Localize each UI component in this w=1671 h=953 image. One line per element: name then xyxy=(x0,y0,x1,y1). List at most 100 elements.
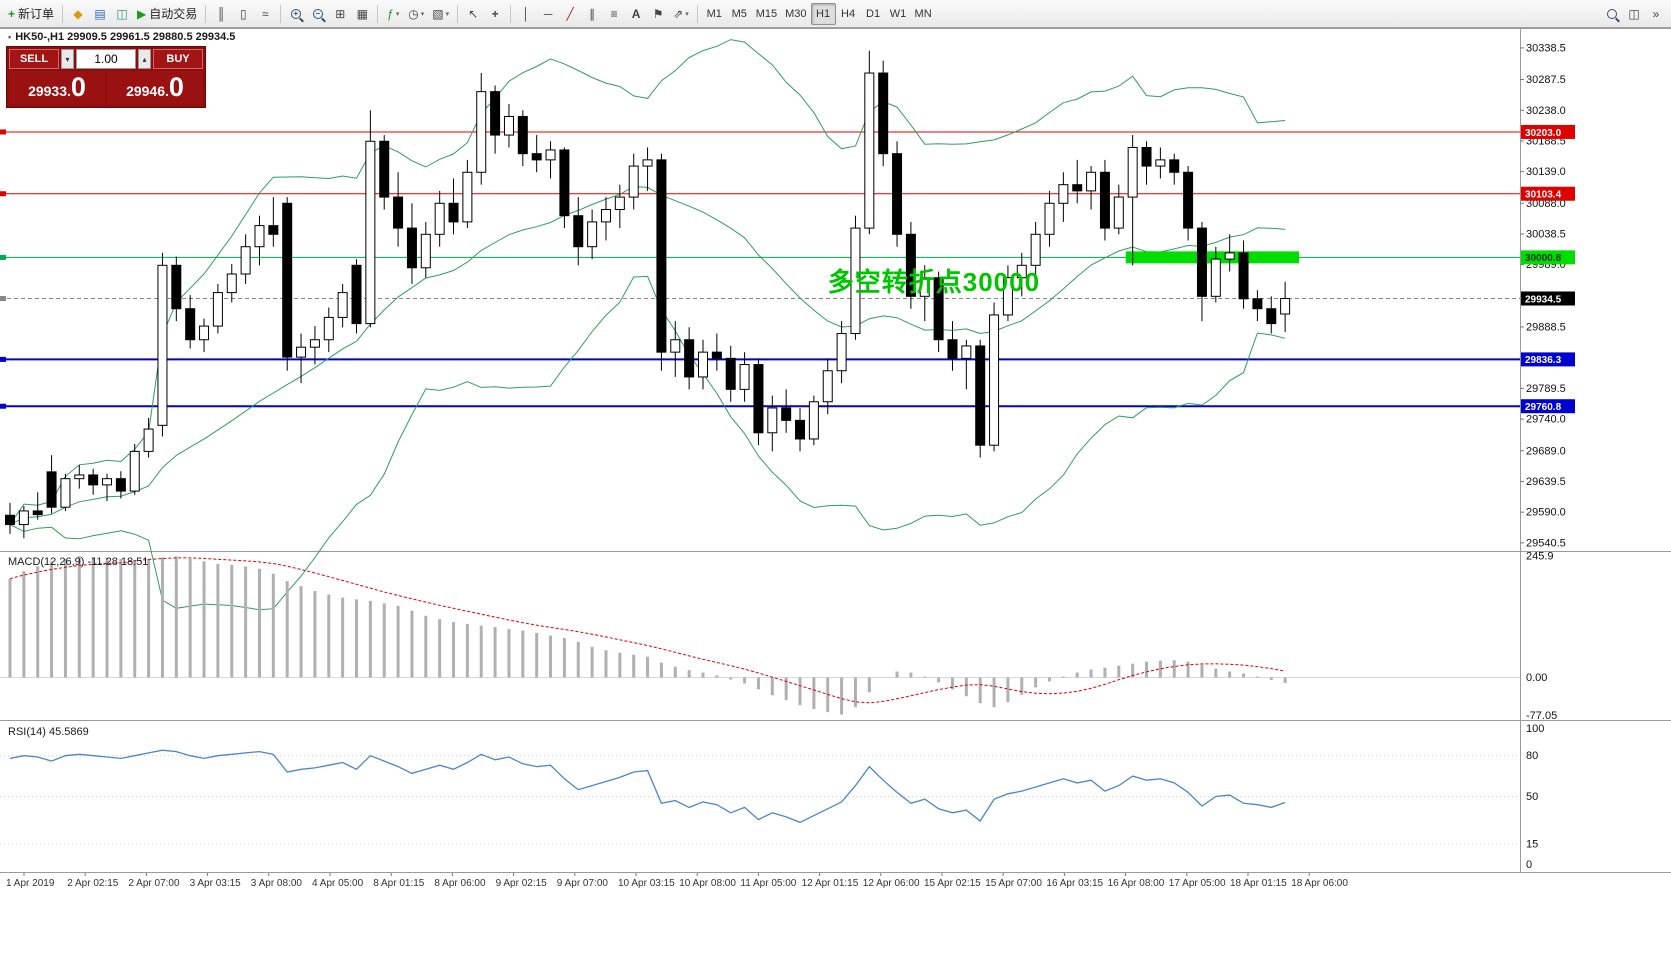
svg-text:18 Apr 01:15: 18 Apr 01:15 xyxy=(1230,878,1287,889)
svg-text:29789.5: 29789.5 xyxy=(1526,383,1566,395)
price-tag xyxy=(1521,352,1575,367)
macd-indicator-label: MACD(12,26,9) -11.28 18.51 xyxy=(8,556,149,568)
svg-text:30139.0: 30139.0 xyxy=(1526,166,1566,178)
timeframe-h4-button[interactable]: H4 xyxy=(841,7,856,20)
svg-text:2 Apr 02:15: 2 Apr 02:15 xyxy=(67,878,119,889)
volume-increase-button[interactable]: ▴ xyxy=(138,49,151,69)
data-window-button[interactable]: ◫ xyxy=(111,3,133,25)
buy-price-big-digit: 0 xyxy=(168,72,184,102)
cursor-icon: ↖ xyxy=(468,6,479,21)
horizontal-line-tool-button[interactable]: ─ xyxy=(537,3,559,25)
support-highlight-bar[interactable] xyxy=(1125,251,1299,264)
price-tag xyxy=(1521,399,1575,414)
svg-text:12 Apr 06:00: 12 Apr 06:00 xyxy=(863,878,920,889)
chart-annotation-text[interactable]: 多空转折点30000 xyxy=(827,266,1041,297)
crosshair-tool-button[interactable]: + xyxy=(484,3,506,25)
tile-windows-button[interactable]: ⊞ xyxy=(329,3,351,25)
arrows-tool-button[interactable]: ⇗ ▾ xyxy=(669,3,693,25)
dropdown-arrow-icon: ▾ xyxy=(445,10,450,18)
svg-text:12 Apr 01:15: 12 Apr 01:15 xyxy=(802,878,859,889)
svg-text:17 Apr 05:00: 17 Apr 05:00 xyxy=(1169,878,1226,889)
autotrading-button[interactable]: ▶ 自动交易 xyxy=(133,3,201,25)
svg-text:8 Apr 01:15: 8 Apr 01:15 xyxy=(373,878,425,889)
cascade-windows-button[interactable]: ▦ xyxy=(351,3,373,25)
metaeditor-button[interactable]: ◆ xyxy=(67,3,89,25)
search-button[interactable] xyxy=(1601,3,1623,25)
svg-text:29888.5: 29888.5 xyxy=(1526,322,1566,334)
toolbar-overflow-button[interactable]: » xyxy=(1645,3,1667,25)
volume-input[interactable]: 1.00 xyxy=(76,49,136,69)
channel-tool-button[interactable]: ∥ xyxy=(581,3,603,25)
buy-price-display[interactable]: 29946. 0 xyxy=(107,71,203,105)
svg-text:10 Apr 03:15: 10 Apr 03:15 xyxy=(618,878,675,889)
svg-text:29836.3: 29836.3 xyxy=(1525,355,1562,366)
svg-text:29639.5: 29639.5 xyxy=(1526,476,1566,488)
new-order-button[interactable]: + 新订单 xyxy=(4,3,58,25)
svg-text:29740.0: 29740.0 xyxy=(1526,414,1566,426)
svg-text:3 Apr 08:00: 3 Apr 08:00 xyxy=(251,878,303,889)
timeframe-w1-button[interactable]: W1 xyxy=(889,7,907,20)
sell-button[interactable]: SELL xyxy=(9,49,59,69)
timeframe-m5-button[interactable]: M5 xyxy=(731,7,747,20)
svg-text:9 Apr 07:00: 9 Apr 07:00 xyxy=(557,878,609,889)
indicators-button[interactable]: ƒ ▾ xyxy=(382,3,404,25)
svg-text:15: 15 xyxy=(1526,839,1538,851)
svg-text:29540.5: 29540.5 xyxy=(1526,537,1566,549)
text-tool-button[interactable]: A xyxy=(625,3,647,25)
new-chart-window-button[interactable]: ◫ xyxy=(1623,3,1645,25)
volume-decrease-button[interactable]: ▾ xyxy=(61,49,74,69)
trendline-tool-button[interactable]: ╱ xyxy=(559,3,581,25)
vertical-line-tool-button[interactable]: │ xyxy=(515,3,537,25)
label-tool-button[interactable]: ⚑ xyxy=(647,3,669,25)
zoom-out-button[interactable]: − xyxy=(307,3,329,25)
toolbar-separator xyxy=(377,4,379,23)
svg-text:16 Apr 08:00: 16 Apr 08:00 xyxy=(1108,878,1165,889)
market-watch-button[interactable]: ▤ xyxy=(89,3,111,25)
timeframe-m1-button[interactable]: M1 xyxy=(706,7,722,20)
zoom-out-icon: − xyxy=(313,8,324,19)
zoom-in-button[interactable]: + xyxy=(285,3,307,25)
svg-text:10 Apr 08:00: 10 Apr 08:00 xyxy=(679,878,736,889)
dropdown-arrow-icon: ▾ xyxy=(420,10,425,18)
timeframe-mn-button[interactable]: MN xyxy=(914,7,932,20)
label-icon: ⚑ xyxy=(652,6,664,21)
fibonacci-icon: ≡ xyxy=(610,6,618,21)
new-order-label: 新订单 xyxy=(18,7,55,21)
svg-text:4 Apr 05:00: 4 Apr 05:00 xyxy=(312,878,364,889)
fibonacci-tool-button[interactable]: ≡ xyxy=(603,3,625,25)
bar-chart-mode-button[interactable]: ║ xyxy=(210,3,232,25)
svg-text:-77.05: -77.05 xyxy=(1526,710,1557,722)
timeframe-d1-button[interactable]: D1 xyxy=(866,7,881,20)
cursor-tool-button[interactable]: ↖ xyxy=(462,3,484,25)
sell-price-big-digit: 0 xyxy=(70,72,86,102)
price-tag xyxy=(1521,250,1575,265)
zoom-in-icon: + xyxy=(291,8,302,19)
buy-button[interactable]: BUY xyxy=(153,49,203,69)
tile-windows-icon: ⊞ xyxy=(335,6,346,21)
templates-icon: ▧ xyxy=(432,6,444,21)
svg-text:3 Apr 03:15: 3 Apr 03:15 xyxy=(190,878,242,889)
svg-text:245.9: 245.9 xyxy=(1526,551,1554,563)
candle-chart-mode-button[interactable]: ▯ xyxy=(232,3,254,25)
line-chart-mode-button[interactable]: ≈ xyxy=(254,3,276,25)
templates-button[interactable]: ▧ ▾ xyxy=(428,3,453,25)
timeframe-m30-button[interactable]: M30 xyxy=(785,7,807,20)
market-watch-icon: ▤ xyxy=(94,6,106,21)
one-click-trading-panel: SELL ▾ 1.00 ▴ BUY 29933. 0 29946. 0 xyxy=(6,46,206,108)
search-icon xyxy=(1607,8,1617,19)
svg-text:11 Apr 05:00: 11 Apr 05:00 xyxy=(740,878,796,889)
svg-text:0: 0 xyxy=(1526,859,1532,871)
timeframe-m15-button[interactable]: M15 xyxy=(755,7,778,20)
time-axis[interactable]: 1 Apr 2019 2 Apr 02:15 2 Apr 07:00 3 Apr 03… xyxy=(6,873,1348,889)
timeframe-group: M1 M5 M15 M30 H1 H4 D1 W1 MN xyxy=(702,2,936,25)
autotrading-label: 自动交易 xyxy=(149,7,198,21)
timeframe-h1-button[interactable]: H1 xyxy=(810,2,836,25)
svg-text:15 Apr 02:15: 15 Apr 02:15 xyxy=(924,878,981,889)
svg-text:29689.0: 29689.0 xyxy=(1526,445,1566,457)
sell-price-display[interactable]: 29933. 0 xyxy=(9,71,105,105)
price-scale[interactable]: 30338.530287.530238.030188.530139.030088… xyxy=(1520,42,1575,549)
periods-button[interactable]: ◷ ▾ xyxy=(404,3,428,25)
svg-text:30103.4: 30103.4 xyxy=(1525,190,1562,201)
chart-title-text: HK50-,H1 29909.5 29961.5 29880.5 29934.5 xyxy=(15,31,236,43)
